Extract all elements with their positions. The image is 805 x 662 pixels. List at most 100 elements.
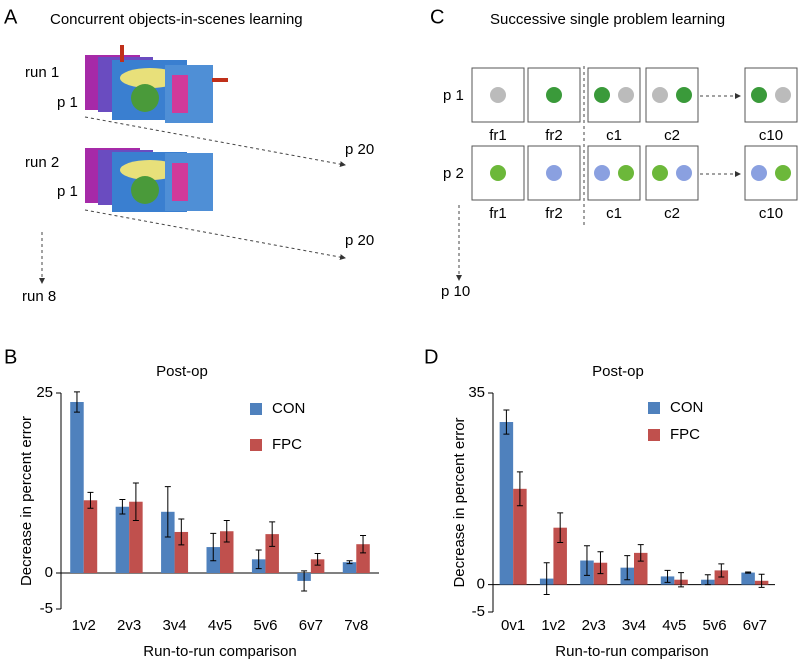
bar <box>553 527 567 585</box>
legend-swatch <box>648 429 660 441</box>
bar <box>634 552 648 585</box>
label: p 1 <box>443 87 464 104</box>
panel-letter: A <box>4 6 18 28</box>
error-bar <box>164 486 171 538</box>
bar <box>174 531 189 573</box>
error-bar <box>557 512 564 543</box>
object-icon <box>546 87 562 103</box>
y-axis-label: Decrease in percent error <box>18 416 35 586</box>
error-bar <box>73 391 80 413</box>
x-tick-label: 7v8 <box>344 617 368 634</box>
chart: B Post-op Decrease in percent error Run-to-… <box>4 346 379 660</box>
chart: D Post-op Decrease in percent error Run-to-… <box>424 346 775 660</box>
arrow <box>84 116 346 168</box>
object-icon <box>546 165 562 181</box>
error-bar <box>178 518 185 546</box>
error-bar <box>255 549 262 570</box>
bar <box>310 559 325 573</box>
legend-swatch <box>250 403 262 415</box>
box-label: c10 <box>759 127 783 144</box>
x-tick-label: 5v6 <box>702 617 726 634</box>
error-bar <box>301 570 308 592</box>
error-bar <box>758 573 765 588</box>
error-bar <box>543 562 550 595</box>
x-tick-label: 6v7 <box>299 617 323 634</box>
bar <box>70 402 84 573</box>
x-tick-label: 1v2 <box>72 617 96 634</box>
label: p 20 <box>345 232 374 249</box>
object-icon <box>618 87 634 103</box>
error-bar <box>87 491 94 509</box>
bar <box>499 422 514 585</box>
error-bar <box>637 544 644 562</box>
label: run 8 <box>22 288 56 305</box>
box-label: c1 <box>606 127 622 144</box>
panel-letter: B <box>4 346 17 368</box>
bar <box>342 562 357 573</box>
label: p 2 <box>443 165 464 182</box>
label: run 2 <box>25 154 59 171</box>
error-bar <box>314 553 321 566</box>
box-label: fr2 <box>545 205 563 222</box>
object-icon <box>775 87 791 103</box>
object-icon <box>676 165 692 181</box>
panel-letter: C <box>430 6 444 28</box>
bar <box>115 506 130 573</box>
error-bar <box>704 574 711 586</box>
box-label: c2 <box>664 205 680 222</box>
box-label: c10 <box>759 205 783 222</box>
box-label: fr1 <box>489 127 507 144</box>
y-tick-label: 25 <box>36 384 53 401</box>
error-bar <box>597 551 604 575</box>
error-bar <box>360 535 367 554</box>
error-bar <box>516 471 523 507</box>
object-icon <box>676 87 692 103</box>
error-bar <box>664 569 671 583</box>
object-icon <box>594 165 610 181</box>
y-tick-label: 0 <box>477 576 485 593</box>
box-label: c2 <box>664 127 680 144</box>
error-bar <box>132 482 139 521</box>
error-bar <box>678 572 685 588</box>
bar <box>714 570 729 585</box>
x-tick-label: 6v7 <box>743 617 767 634</box>
panel-title: Successive single problem learning <box>490 11 725 28</box>
legend-label: CON <box>670 399 703 416</box>
label: p 20 <box>345 141 374 158</box>
label: p 1 <box>57 183 78 200</box>
box-label: c1 <box>606 205 622 222</box>
y-tick-label: 35 <box>468 384 485 401</box>
box-label: fr1 <box>489 205 507 222</box>
box-label: fr2 <box>545 127 563 144</box>
bar <box>129 501 143 573</box>
legend-label: CON <box>272 400 305 417</box>
x-tick-label: 3v4 <box>162 617 186 634</box>
legend-label: FPC <box>670 426 700 443</box>
bar <box>220 531 234 573</box>
x-tick-label: 0v1 <box>501 617 525 634</box>
x-tick-label: 5v6 <box>253 617 277 634</box>
object-icon <box>751 165 767 181</box>
y-tick-label: -5 <box>40 600 53 617</box>
error-bar <box>119 499 126 515</box>
error-bar <box>210 532 217 562</box>
error-bar <box>583 545 590 576</box>
x-tick-label: 4v5 <box>208 617 232 634</box>
object-icon <box>751 87 767 103</box>
y-tick-label: 0 <box>45 564 53 581</box>
error-bar <box>346 560 353 565</box>
bar <box>741 572 755 585</box>
label: p 1 <box>57 94 78 111</box>
legend-swatch <box>648 402 660 414</box>
bar <box>83 500 98 573</box>
x-axis-label: Run-to-run comparison <box>555 643 708 660</box>
error-bar <box>269 521 276 547</box>
x-axis-label: Run-to-run comparison <box>143 643 296 660</box>
error-bar <box>718 563 725 578</box>
scene-stack <box>85 148 213 212</box>
chart-title: Post-op <box>156 363 208 380</box>
x-tick-label: 1v2 <box>541 617 565 634</box>
label: run 1 <box>25 64 59 81</box>
x-tick-label: 2v3 <box>117 617 141 634</box>
y-axis-label: Decrease in percent error <box>451 417 468 587</box>
